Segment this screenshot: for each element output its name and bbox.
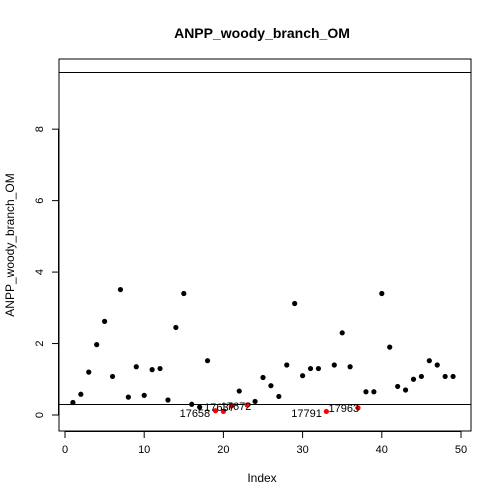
- data-point: [379, 290, 385, 297]
- data-point: [315, 365, 322, 372]
- data-point: [236, 388, 242, 394]
- y-tick-label: 4: [34, 269, 46, 275]
- x-tick-label: 20: [217, 444, 229, 456]
- data-point: [347, 364, 353, 370]
- data-point: [141, 392, 147, 398]
- x-axis: 0 10 20 30 40 50: [62, 431, 467, 456]
- data-point: [78, 391, 84, 397]
- data-point: [165, 397, 171, 403]
- x-tick-label: 40: [376, 444, 388, 456]
- data-point: [181, 290, 187, 297]
- data-points: [70, 286, 456, 415]
- flagged-point: [323, 408, 329, 415]
- data-point: [157, 365, 163, 372]
- data-point: [102, 318, 108, 324]
- data-point: [300, 373, 306, 379]
- y-tick-label: 0: [34, 412, 46, 418]
- data-point: [284, 362, 290, 368]
- data-point: [442, 373, 448, 380]
- flagged-point: [228, 403, 234, 409]
- data-point: [395, 383, 401, 390]
- data-point: [402, 387, 409, 393]
- flagged-point: [355, 405, 361, 411]
- data-point: [133, 364, 139, 370]
- y-tick-label: 6: [34, 198, 46, 204]
- data-point: [410, 376, 417, 382]
- data-point: [149, 367, 155, 373]
- data-point: [173, 324, 179, 331]
- data-point: [197, 404, 203, 410]
- x-tick-label: 30: [296, 444, 308, 456]
- x-tick-label: 10: [138, 444, 150, 456]
- data-point: [204, 358, 211, 364]
- data-point: [109, 373, 116, 380]
- data-point: [434, 362, 440, 368]
- data-point: [339, 330, 345, 336]
- data-point: [189, 401, 195, 407]
- y-axis: 0 2 4 6 8: [34, 126, 59, 418]
- data-point: [94, 342, 100, 348]
- data-point: [426, 358, 432, 364]
- flagged-point: [220, 408, 226, 415]
- data-point: [117, 286, 124, 293]
- plot-frame: [58, 58, 472, 432]
- flagged-point: [212, 408, 219, 414]
- data-point: [268, 383, 274, 389]
- y-tick-label: 8: [34, 126, 46, 132]
- y-axis-label: ANPP_woody_branch_OM: [3, 173, 17, 316]
- data-point: [276, 393, 282, 400]
- data-point: [260, 374, 266, 381]
- x-axis-label: Index: [247, 471, 276, 485]
- data-point: [70, 399, 76, 406]
- reference-lines: [59, 72, 471, 405]
- data-point: [387, 344, 393, 350]
- y-tick-label: 2: [34, 340, 46, 346]
- point-annotation: 17791: [291, 408, 322, 420]
- data-point: [371, 389, 377, 395]
- data-point: [292, 300, 298, 307]
- data-point: [307, 365, 314, 372]
- x-tick-label: 50: [455, 444, 467, 456]
- data-point: [86, 369, 92, 375]
- point-annotation: 17963: [328, 403, 359, 415]
- point-annotation: 17658: [180, 408, 211, 420]
- data-point: [418, 373, 424, 380]
- point-annotation: 17637: [204, 402, 235, 414]
- x-tick-label: 0: [62, 444, 68, 456]
- point-annotation: 17672: [221, 401, 252, 413]
- data-point: [450, 373, 456, 380]
- flagged-point: [244, 402, 250, 408]
- data-point: [252, 398, 258, 405]
- data-point: [331, 362, 337, 368]
- data-point: [125, 394, 131, 400]
- chart-title: ANPP_woody_branch_OM: [174, 25, 350, 41]
- data-point: [363, 389, 369, 395]
